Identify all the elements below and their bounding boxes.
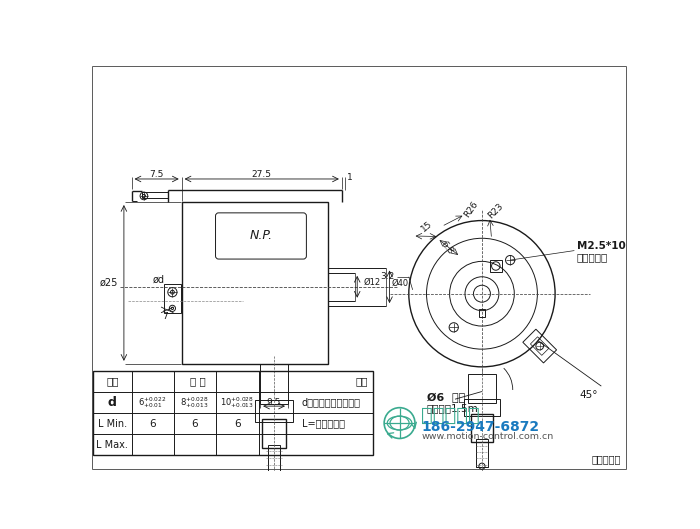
Text: 3.2: 3.2 [381, 272, 395, 281]
Text: L Max.: L Max. [97, 440, 128, 450]
Text: d: d [108, 396, 117, 409]
Bar [164, 284, 181, 313]
Bar [471, 414, 493, 442]
Text: ød: ød [153, 275, 164, 285]
Text: 9.5: 9.5 [267, 398, 281, 407]
Text: 27.5: 27.5 [252, 170, 272, 179]
Text: 西安德伍拓: 西安德伍拓 [421, 406, 480, 425]
Text: L=联接轴长度: L=联接轴长度 [302, 418, 345, 428]
Text: 尺 寸: 尺 寸 [190, 376, 206, 386]
Text: 说明: 说明 [356, 376, 368, 386]
Text: Ø6  电缆: Ø6 电缆 [426, 393, 465, 403]
Bar [464, 399, 500, 416]
Text: 186-2947-6872: 186-2947-6872 [421, 420, 539, 434]
Text: 1: 1 [346, 173, 352, 182]
Text: R26: R26 [463, 200, 480, 220]
Bar [255, 400, 293, 422]
Text: 6: 6 [149, 418, 155, 428]
Text: Ø40: Ø40 [392, 279, 409, 288]
Bar [476, 439, 488, 467]
Bar [260, 364, 288, 404]
Text: 标准长度1.5m: 标准长度1.5m [426, 404, 478, 414]
Text: 7.5: 7.5 [149, 170, 163, 179]
Text: $6^{+0.022}_{+0.01}$: $6^{+0.022}_{+0.01}$ [138, 395, 167, 410]
Bar [490, 260, 502, 272]
Text: M2.5*10: M2.5*10 [577, 241, 625, 251]
Text: R23: R23 [486, 202, 505, 221]
Bar [262, 419, 286, 449]
Text: d＝编码器孔径和公差: d＝编码器孔径和公差 [302, 397, 360, 407]
Text: ø25: ø25 [99, 278, 118, 288]
Text: L Min.: L Min. [98, 418, 127, 428]
Text: 6.8: 6.8 [439, 239, 456, 256]
Text: $10^{+0.028}_{+0.013}$: $10^{+0.028}_{+0.013}$ [220, 395, 254, 410]
Text: 代码: 代码 [106, 376, 118, 386]
Text: 15: 15 [419, 219, 434, 233]
Text: $8^{+0.028}_{+0.013}$: $8^{+0.028}_{+0.013}$ [181, 395, 209, 410]
Bar [268, 445, 280, 479]
Text: N.P.: N.P. [249, 230, 272, 242]
Bar [479, 309, 485, 317]
Bar [93, 371, 372, 455]
Text: Ø12: Ø12 [363, 278, 381, 287]
Text: 6: 6 [191, 418, 198, 428]
Text: 内六角螺钉: 内六角螺钉 [577, 252, 608, 262]
Bar [182, 202, 328, 364]
Text: 45°: 45° [579, 390, 598, 400]
Text: 7: 7 [162, 312, 169, 321]
Bar [468, 374, 496, 403]
Text: www.motion-control.com.cn: www.motion-control.com.cn [421, 432, 554, 441]
Text: 单位：毫米: 单位：毫米 [592, 454, 621, 464]
Text: 6: 6 [234, 418, 240, 428]
